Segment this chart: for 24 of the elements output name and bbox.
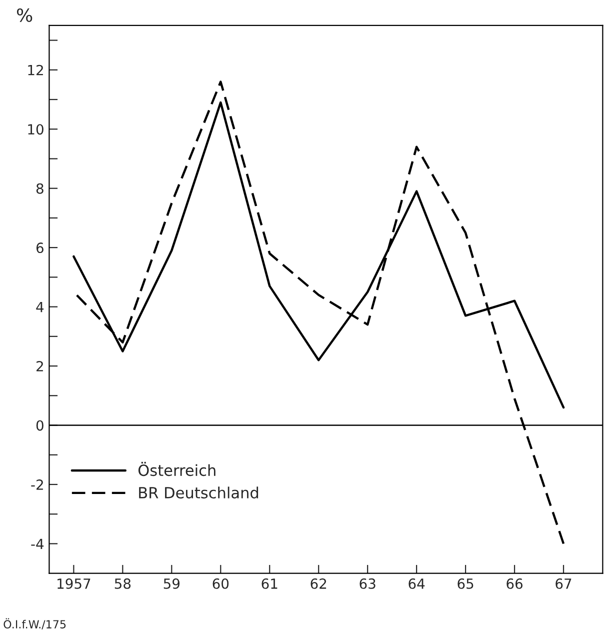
y-tick-label: 10 — [28, 124, 44, 135]
x-tick-label: 1957 — [58, 578, 90, 589]
x-tick-label: 63 — [360, 578, 376, 589]
x-tick-label: 60 — [212, 578, 229, 589]
x-tick-label: 58 — [114, 578, 131, 589]
y-tick-label: 0 — [36, 420, 44, 431]
y-tick-label: 2 — [36, 360, 43, 372]
text: Ö.I.f.W./175 — [4, 618, 66, 630]
x-tick-label: 66 — [506, 578, 522, 589]
legend-label: Österreich — [138, 462, 216, 476]
y-tick-label: 12 — [28, 64, 43, 76]
y-axis-title: % — [16, 8, 32, 22]
x-tick-label: 62 — [310, 578, 326, 589]
y-tick-label: 6 — [36, 242, 44, 254]
y-tick-label: 4 — [36, 302, 44, 312]
legend-label: BR Deutschland — [139, 486, 258, 498]
x-tick-label: 59 — [164, 578, 180, 589]
x-tick-label: 64 — [408, 578, 425, 589]
y-tick-label: -4 — [31, 538, 44, 549]
y-tick-label: -2 — [31, 479, 43, 490]
y-tick-label: 8 — [36, 183, 44, 194]
x-tick-label: 67 — [556, 578, 572, 589]
x-tick-label: 61 — [262, 578, 278, 589]
x-tick-label: 65 — [458, 578, 474, 589]
